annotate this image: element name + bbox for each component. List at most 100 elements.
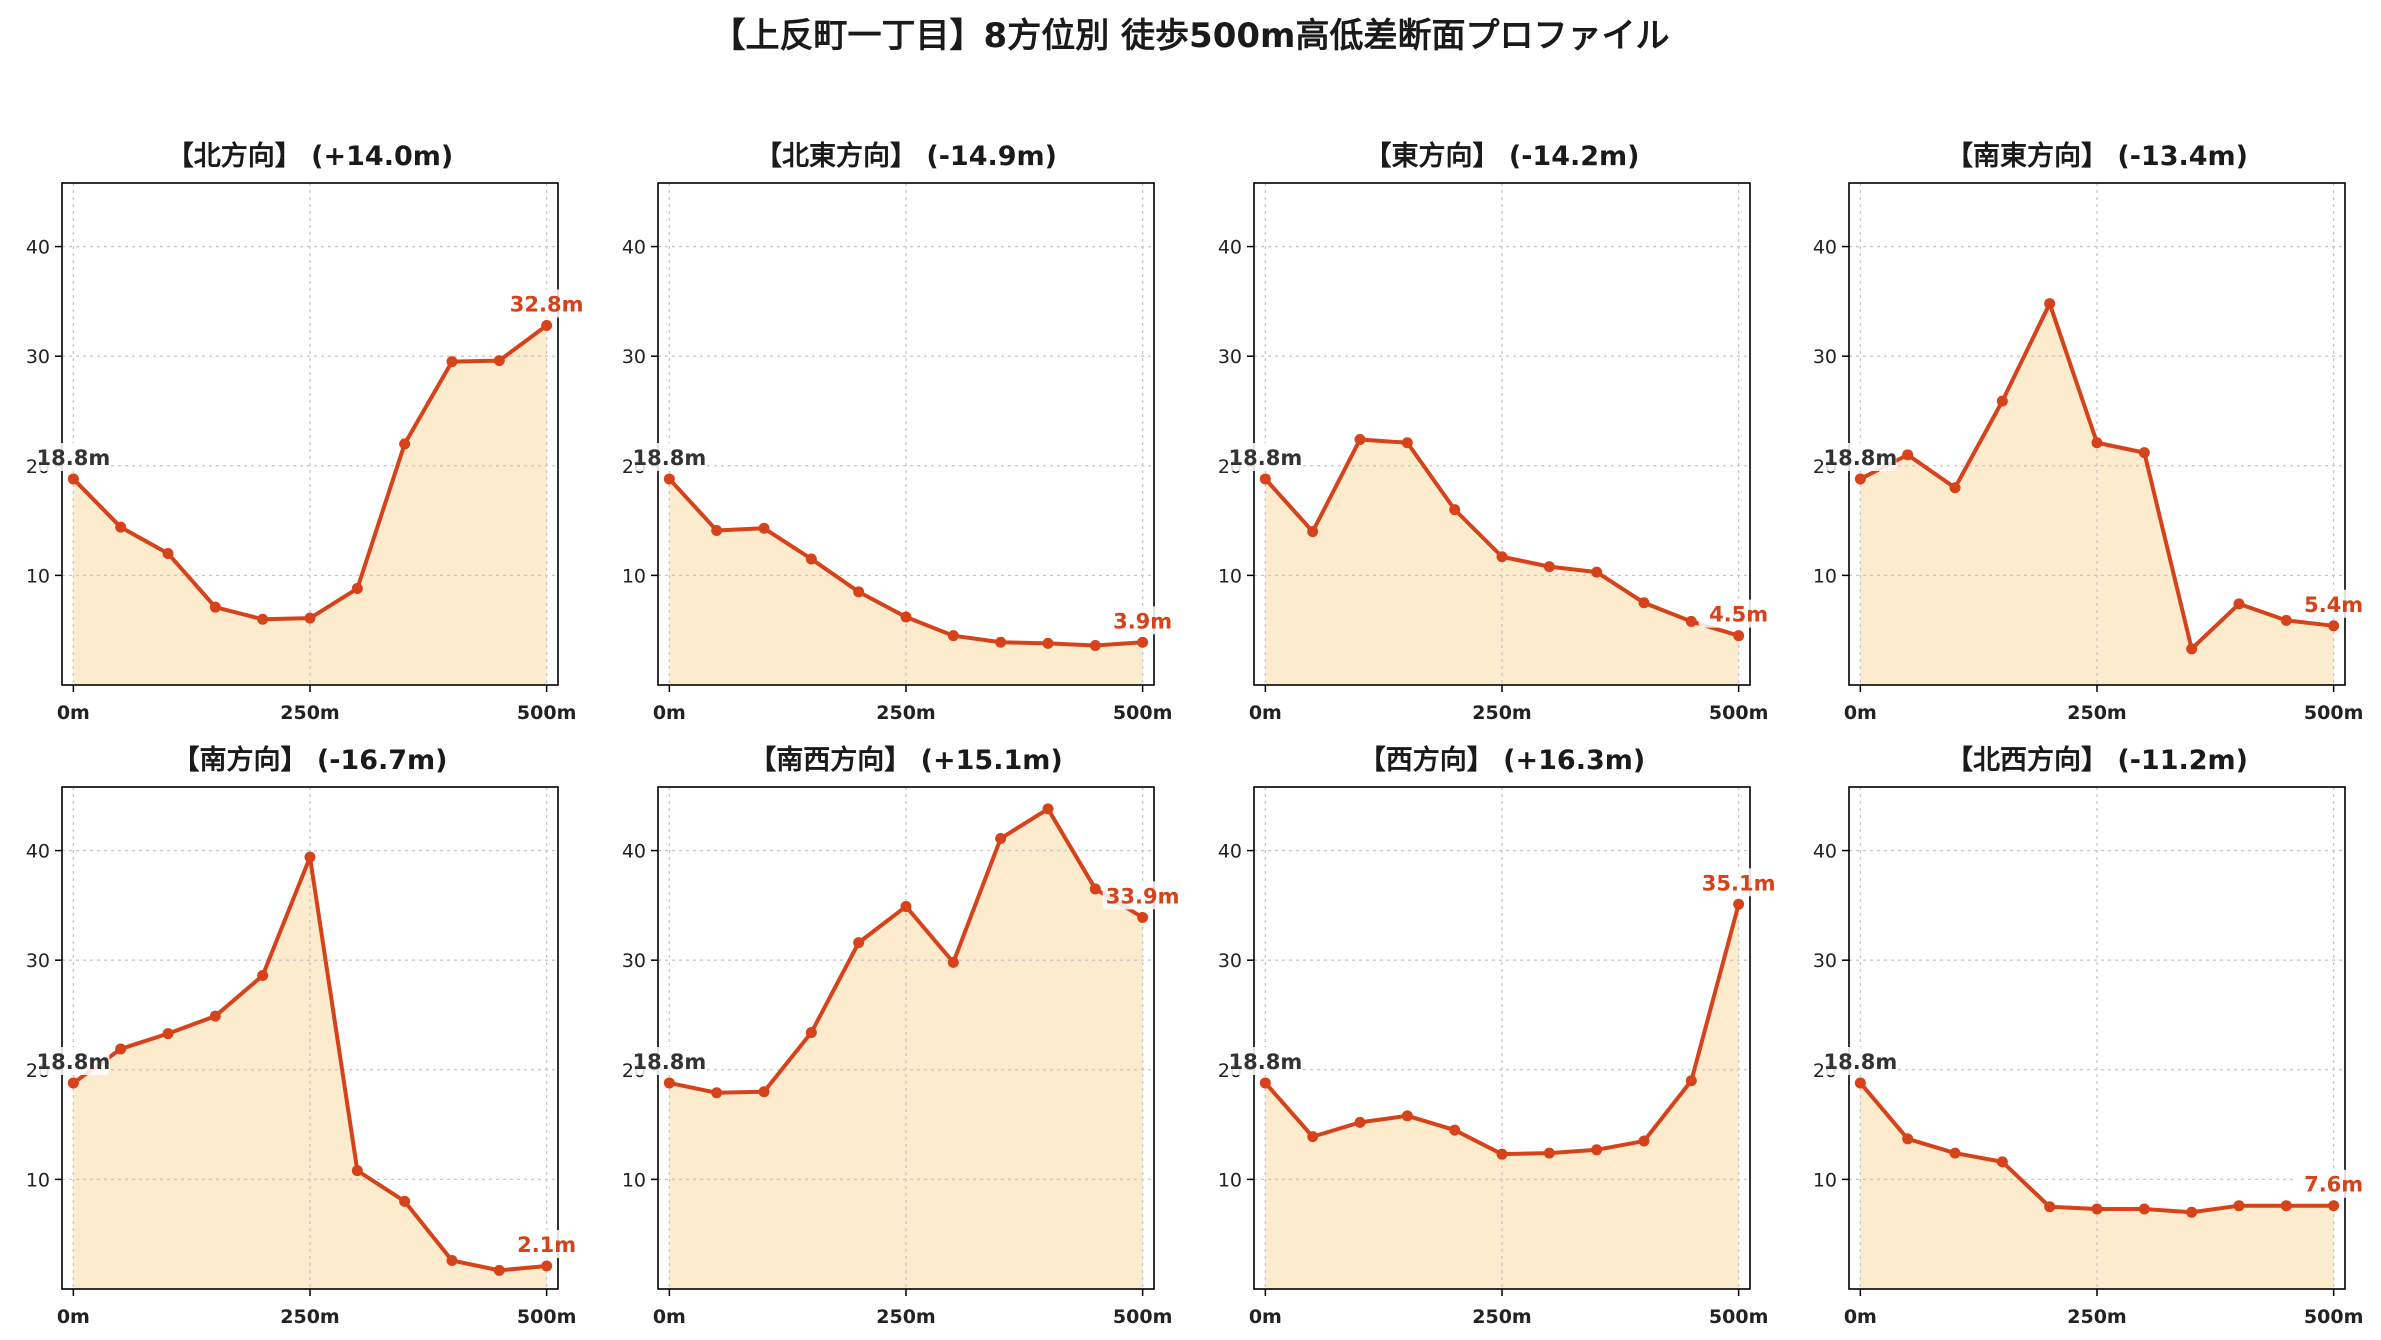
- data-point: [947, 630, 959, 642]
- data-point: [67, 1077, 79, 1089]
- x-tick-label: 0m: [1249, 702, 1282, 724]
- data-point: [1401, 1110, 1413, 1122]
- profile-panel-6: 【西方向】 (+16.3m)102030400m250m500m18.8m35.…: [1218, 744, 1779, 1328]
- data-point: [2280, 614, 2292, 626]
- x-tick-label: 500m: [1113, 1306, 1172, 1328]
- data-point: [304, 612, 316, 624]
- data-point: [805, 553, 817, 565]
- data-point: [115, 1043, 127, 1055]
- data-point: [162, 1028, 174, 1040]
- data-point: [2233, 598, 2245, 610]
- y-tick-label: 10: [622, 565, 646, 587]
- data-point: [1354, 433, 1366, 445]
- x-tick-label: 500m: [1709, 1306, 1768, 1328]
- data-point: [1449, 1124, 1461, 1136]
- end-label-bg: [506, 289, 587, 318]
- data-point: [1089, 883, 1101, 895]
- data-point: [900, 611, 912, 623]
- data-point: [853, 937, 865, 949]
- end-label-bg: [1102, 606, 1183, 635]
- elevation-area: [1860, 303, 2334, 685]
- data-point: [758, 522, 770, 534]
- data-point: [2138, 447, 2150, 459]
- data-point: [1996, 1156, 2008, 1168]
- y-tick-label: 40: [1218, 237, 1242, 259]
- panel-title: 【北方向】 (+14.0m): [167, 140, 453, 172]
- x-tick-label: 0m: [1844, 1306, 1877, 1328]
- x-tick-label: 250m: [876, 702, 935, 724]
- data-point: [2186, 643, 2198, 655]
- data-point: [1733, 630, 1745, 642]
- elevation-area: [1265, 904, 1739, 1289]
- profile-panel-0: 【北方向】 (+14.0m)102030400m250m500m18.8m32.…: [26, 140, 587, 724]
- end-elevation-label: 2.1m: [517, 1233, 576, 1257]
- data-point: [1591, 1144, 1603, 1156]
- data-point: [1137, 911, 1149, 923]
- y-tick-label: 40: [1218, 841, 1242, 863]
- data-point: [1854, 1077, 1866, 1089]
- profile-panel-3: 【南東方向】 (-13.4m)102030400m250m500m18.8m5.…: [1813, 140, 2374, 724]
- data-point: [1137, 636, 1149, 648]
- end-label-bg: [506, 1229, 587, 1258]
- profile-panel-4: 【南方向】 (-16.7m)102030400m250m500m18.8m2.1…: [26, 744, 587, 1328]
- data-point: [711, 1087, 723, 1099]
- end-elevation-label: 4.5m: [1709, 603, 1768, 627]
- data-point: [351, 1165, 363, 1177]
- x-tick-label: 250m: [1472, 1306, 1531, 1328]
- data-point: [1996, 395, 2008, 407]
- data-point: [2328, 1200, 2340, 1212]
- x-tick-label: 0m: [57, 1306, 90, 1328]
- data-point: [115, 521, 127, 533]
- panel-title: 【北西方向】 (-11.2m): [1946, 744, 2248, 776]
- data-point: [2044, 1201, 2056, 1213]
- y-tick-label: 30: [26, 950, 50, 972]
- end-label-bg: [1698, 599, 1779, 628]
- x-tick-label: 250m: [2067, 1306, 2126, 1328]
- start-label-bg: [1824, 442, 1897, 471]
- data-point: [304, 851, 316, 863]
- y-tick-label: 40: [622, 237, 646, 259]
- y-tick-label: 40: [26, 841, 50, 863]
- data-point: [493, 1264, 505, 1276]
- data-point: [2186, 1206, 2198, 1218]
- data-point: [1089, 640, 1101, 652]
- data-point: [1259, 1077, 1271, 1089]
- panel-title: 【南西方向】 (+15.1m): [749, 744, 1062, 776]
- profile-panel-5: 【南西方向】 (+15.1m)102030400m250m500m18.8m33…: [622, 744, 1183, 1328]
- data-point: [1042, 637, 1054, 649]
- data-point: [1354, 1116, 1366, 1128]
- data-point: [257, 970, 269, 982]
- end-label-bg: [2293, 1169, 2374, 1198]
- panel-title: 【南方向】 (-16.7m): [172, 744, 447, 776]
- data-point: [1854, 473, 1866, 485]
- start-label-bg: [1824, 1046, 1897, 1075]
- y-tick-label: 30: [1813, 346, 1837, 368]
- data-point: [209, 1010, 221, 1022]
- data-point: [805, 1027, 817, 1039]
- end-elevation-label: 7.6m: [2304, 1173, 2363, 1197]
- x-tick-label: 0m: [653, 1306, 686, 1328]
- data-point: [900, 900, 912, 912]
- data-point: [1902, 1133, 1914, 1145]
- y-tick-label: 10: [26, 565, 50, 587]
- data-point: [1733, 898, 1745, 910]
- start-label-bg: [1229, 1046, 1302, 1075]
- data-point: [2091, 1203, 2103, 1215]
- data-point: [1449, 504, 1461, 516]
- y-tick-label: 10: [1813, 1169, 1837, 1191]
- data-point: [1042, 803, 1054, 815]
- x-tick-label: 0m: [653, 702, 686, 724]
- end-elevation-label: 3.9m: [1113, 609, 1172, 633]
- y-tick-label: 30: [1218, 346, 1242, 368]
- x-tick-label: 250m: [280, 702, 339, 724]
- data-point: [541, 319, 553, 331]
- y-tick-label: 10: [26, 1169, 50, 1191]
- data-point: [2044, 298, 2056, 310]
- y-tick-label: 30: [1218, 950, 1242, 972]
- data-point: [995, 833, 1007, 845]
- figure-title: 【上反町一丁目】8方位別 徒歩500m高低差断面プロファイル: [711, 16, 1670, 56]
- data-point: [663, 473, 675, 485]
- data-point: [209, 601, 221, 613]
- y-tick-label: 40: [26, 237, 50, 259]
- data-point: [1638, 1135, 1650, 1147]
